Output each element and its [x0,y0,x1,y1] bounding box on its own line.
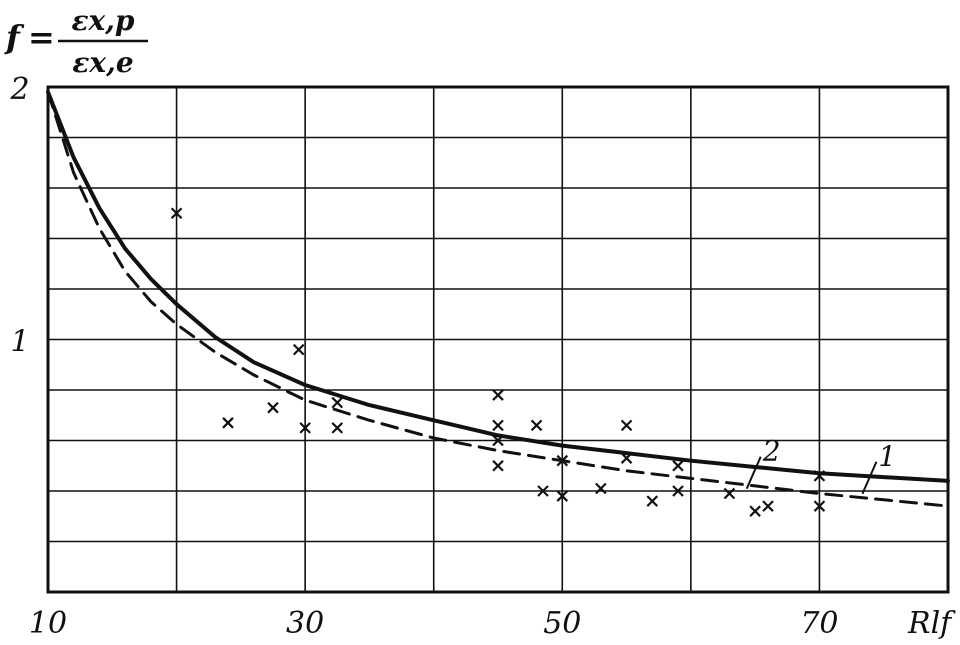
data-point-marker [556,454,569,467]
series-group [46,90,950,508]
marker-stroke [492,434,504,447]
tick-group: 10 30 50 70 1 2 [9,72,838,641]
curve-leader-2 [745,456,762,490]
curve-label-2: 2 [762,435,781,468]
marker-stroke [595,482,607,495]
marker-stroke [813,500,826,512]
data-point-marker [299,422,311,434]
data-point-marker [331,422,344,434]
x-tick-label: 30 [286,606,324,641]
y-tick-label: 2 [9,72,29,107]
marker-stroke [620,452,633,464]
marker-stroke [672,485,684,497]
data-point-marker [170,207,183,220]
marker-stroke [620,419,633,432]
data-point-marker [492,434,504,447]
data-point-marker [492,389,504,401]
marker-stroke [646,495,659,507]
data-point-marker [492,459,504,472]
marker-stroke [813,470,826,482]
data-point-marker [620,419,633,432]
y-axis-equals: = [28,18,55,56]
y-axis-symbol: f [4,18,25,56]
x-tick-label: 70 [800,606,838,641]
data-point-marker [672,459,684,472]
data-point-marker [556,490,569,502]
data-point-marker [813,470,826,482]
data-point-marker [813,500,826,512]
marker-stroke [762,500,774,512]
marker-stroke [556,454,569,467]
curve-label-1: 1 [878,440,896,473]
data-point-marker [723,487,736,500]
y-axis-denominator: εx,e [72,46,133,79]
data-point-marker [537,485,549,497]
marker-stroke [492,389,504,401]
data-point-marker [530,419,543,432]
x-tick-label: 50 [543,606,581,641]
marker-stroke [530,419,543,432]
marker-group [170,207,826,517]
data-point-marker [595,482,607,495]
data-point-marker [267,401,279,414]
marker-stroke [723,487,736,500]
data-point-marker [646,495,659,507]
data-point-marker [620,452,633,464]
marker-stroke [331,396,344,409]
series-line-1 [46,90,950,508]
marker-stroke [299,422,311,434]
plot-frame [46,85,950,594]
marker-stroke [170,207,183,220]
data-point-marker [749,505,761,517]
data-point-marker [222,417,234,429]
data-point-marker [672,485,684,497]
series-line-2 [46,90,950,483]
marker-stroke [492,459,504,472]
data-point-marker [292,343,305,356]
curve-leader-1 [861,461,878,495]
data-point-marker [492,419,504,432]
x-axis-label: Rlf [907,606,956,641]
grid-lines [47,86,949,592]
y-axis-label: f = εx,p εx,e [4,4,148,79]
marker-stroke [492,419,504,432]
marker-stroke [222,417,234,429]
marker-stroke [749,505,761,517]
data-point-marker [331,396,344,409]
marker-stroke [672,459,684,472]
y-tick-label: 1 [10,325,29,360]
data-point-marker [762,500,774,512]
y-axis-numerator: εx,p [71,4,134,37]
marker-stroke [331,422,344,434]
marker-stroke [556,490,569,502]
marker-stroke [537,485,549,497]
marker-stroke [267,401,279,414]
x-tick-label: 10 [29,606,67,641]
marker-stroke [292,343,305,356]
